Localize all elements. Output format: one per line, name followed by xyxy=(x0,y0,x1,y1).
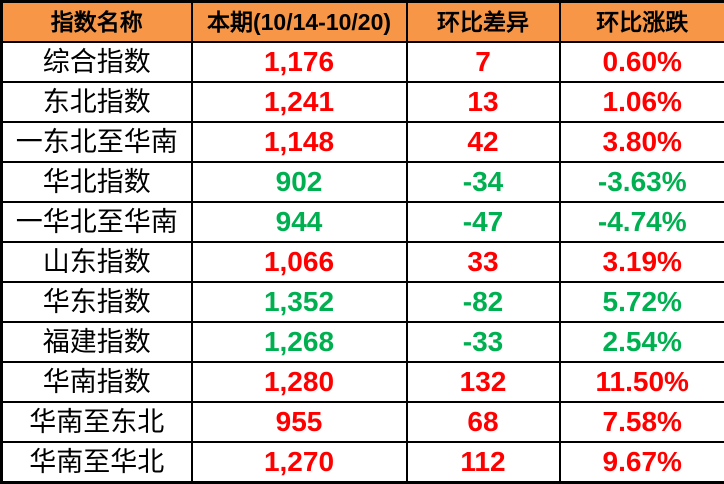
column-header-wow-difference: 环比差异 xyxy=(407,2,560,43)
cell-wow-change: 0.60% xyxy=(560,42,724,82)
cell-index-name: 一东北至华南 xyxy=(2,122,192,162)
header-row: 指数名称 本期(10/14-10/20) 环比差异 环比涨跌 xyxy=(2,2,724,43)
cell-current-value: 1,148 xyxy=(192,122,407,162)
cell-index-name: 山东指数 xyxy=(2,242,192,282)
table-row: 一东北至华南 1,148 42 3.80% xyxy=(2,122,724,162)
cell-wow-difference: 112 xyxy=(407,442,560,483)
cell-current-value: 1,241 xyxy=(192,82,407,122)
cell-index-name: 福建指数 xyxy=(2,322,192,362)
cell-wow-change: 9.67% xyxy=(560,442,724,483)
cell-wow-change: 3.19% xyxy=(560,242,724,282)
column-header-index-name: 指数名称 xyxy=(2,2,192,43)
cell-index-name: 综合指数 xyxy=(2,42,192,82)
cell-wow-change: 1.06% xyxy=(560,82,724,122)
cell-current-value: 1,352 xyxy=(192,282,407,322)
cell-wow-change: -4.74% xyxy=(560,202,724,242)
cell-wow-difference: -33 xyxy=(407,322,560,362)
cell-current-value: 955 xyxy=(192,402,407,442)
cell-wow-difference: 33 xyxy=(407,242,560,282)
cell-index-name: 华东指数 xyxy=(2,282,192,322)
table-row: 华北指数 902 -34 -3.63% xyxy=(2,162,724,202)
table-body: 综合指数 1,176 7 0.60% 东北指数 1,241 13 1.06% 一… xyxy=(2,42,724,483)
cell-wow-difference: 42 xyxy=(407,122,560,162)
cell-current-value: 1,270 xyxy=(192,442,407,483)
cell-current-value: 1,066 xyxy=(192,242,407,282)
cell-wow-difference: -34 xyxy=(407,162,560,202)
table-row: 福建指数 1,268 -33 2.54% xyxy=(2,322,724,362)
table-row: 华南至华北 1,270 112 9.67% xyxy=(2,442,724,483)
table-row: 一华北至华南 944 -47 -4.74% xyxy=(2,202,724,242)
cell-wow-change: -3.63% xyxy=(560,162,724,202)
table-row: 综合指数 1,176 7 0.60% xyxy=(2,42,724,82)
table-row: 华南指数 1,280 132 11.50% xyxy=(2,362,724,402)
cell-wow-change: 5.72% xyxy=(560,282,724,322)
cell-index-name: 华南指数 xyxy=(2,362,192,402)
cell-current-value: 902 xyxy=(192,162,407,202)
table-row: 东北指数 1,241 13 1.06% xyxy=(2,82,724,122)
cell-wow-difference: 13 xyxy=(407,82,560,122)
cell-current-value: 1,268 xyxy=(192,322,407,362)
cell-index-name: 华南至东北 xyxy=(2,402,192,442)
table-row: 华南至东北 955 68 7.58% xyxy=(2,402,724,442)
column-header-current-period: 本期(10/14-10/20) xyxy=(192,2,407,43)
cell-wow-difference: 7 xyxy=(407,42,560,82)
cell-wow-change: 2.54% xyxy=(560,322,724,362)
table-row: 山东指数 1,066 33 3.19% xyxy=(2,242,724,282)
cell-wow-change: 7.58% xyxy=(560,402,724,442)
cell-wow-difference: 132 xyxy=(407,362,560,402)
cell-index-name: 华南至华北 xyxy=(2,442,192,483)
cell-wow-change: 3.80% xyxy=(560,122,724,162)
column-header-wow-change: 环比涨跌 xyxy=(560,2,724,43)
table-row: 华东指数 1,352 -82 5.72% xyxy=(2,282,724,322)
cell-index-name: 东北指数 xyxy=(2,82,192,122)
cell-index-name: 华北指数 xyxy=(2,162,192,202)
cell-index-name: 一华北至华南 xyxy=(2,202,192,242)
cell-current-value: 944 xyxy=(192,202,407,242)
cell-wow-difference: -47 xyxy=(407,202,560,242)
cell-current-value: 1,280 xyxy=(192,362,407,402)
cell-wow-change: 11.50% xyxy=(560,362,724,402)
cell-current-value: 1,176 xyxy=(192,42,407,82)
cell-wow-difference: 68 xyxy=(407,402,560,442)
cell-wow-difference: -82 xyxy=(407,282,560,322)
